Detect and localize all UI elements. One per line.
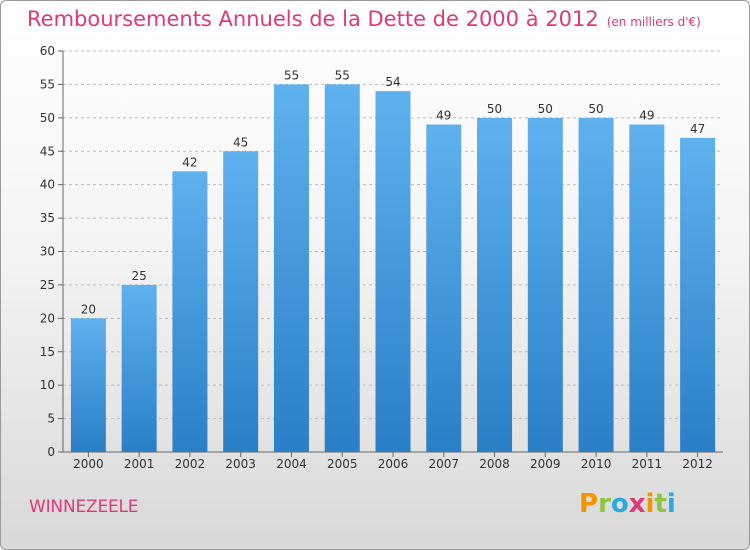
bar xyxy=(426,124,462,453)
logo-letter: i xyxy=(666,489,676,519)
logo-letter: P xyxy=(579,489,599,519)
x-tick-label: 2009 xyxy=(530,457,561,471)
bar xyxy=(477,117,513,452)
y-tick-label: 10 xyxy=(40,378,55,392)
chart-title-text: Remboursements Annuels de la Dette de 20… xyxy=(27,7,599,31)
bar xyxy=(273,84,309,453)
y-tick-label: 40 xyxy=(40,178,55,192)
y-tick-label: 50 xyxy=(40,111,55,125)
y-tick-label: 20 xyxy=(40,311,55,325)
bar xyxy=(375,91,411,452)
chart-subtitle: (en milliers d'€) xyxy=(606,15,701,29)
y-tick-label: 30 xyxy=(40,245,55,259)
bar xyxy=(527,117,563,452)
logo-letter: r xyxy=(598,489,611,519)
data-label: 55 xyxy=(284,68,299,82)
bar xyxy=(121,284,157,452)
data-label: 50 xyxy=(538,102,553,116)
x-tick-label: 2007 xyxy=(428,457,459,471)
bar xyxy=(324,84,360,453)
x-tick-label: 2010 xyxy=(581,457,612,471)
y-tick-label: 35 xyxy=(40,211,55,225)
data-label: 50 xyxy=(487,102,502,116)
bar xyxy=(172,171,208,453)
x-tick-label: 2003 xyxy=(225,457,256,471)
logo-letter: t xyxy=(654,489,667,519)
x-tick-label: 2006 xyxy=(378,457,409,471)
x-tick-label: 2001 xyxy=(124,457,155,471)
bar xyxy=(578,117,614,452)
bar xyxy=(629,124,665,453)
x-tick-label: 2008 xyxy=(479,457,510,471)
y-tick-label: 25 xyxy=(40,278,55,292)
y-tick-label: 0 xyxy=(47,445,55,459)
bar xyxy=(223,151,259,452)
bars xyxy=(70,84,716,453)
x-tick-label: 2005 xyxy=(327,457,358,471)
y-tick-label: 55 xyxy=(40,77,55,91)
data-label: 45 xyxy=(233,135,248,149)
data-label: 55 xyxy=(335,68,350,82)
data-label: 49 xyxy=(639,109,654,123)
logo-letter: i xyxy=(645,489,655,519)
data-label: 47 xyxy=(690,122,705,136)
data-label: 49 xyxy=(436,109,451,123)
y-tick-label: 5 xyxy=(47,412,55,426)
bar xyxy=(70,318,106,452)
data-label: 50 xyxy=(588,102,603,116)
proxiti-logo: Proxiti xyxy=(579,489,676,519)
x-tick-label: 2011 xyxy=(632,457,663,471)
x-tick-label: 2002 xyxy=(175,457,206,471)
data-label: 20 xyxy=(81,302,96,316)
y-tick-label: 45 xyxy=(40,144,55,158)
data-label: 25 xyxy=(132,269,147,283)
data-label: 42 xyxy=(182,155,197,169)
chart-title: Remboursements Annuels de la Dette de 20… xyxy=(27,7,701,31)
y-tick-label: 60 xyxy=(40,44,55,58)
data-label: 54 xyxy=(385,75,400,89)
x-tick-label: 2012 xyxy=(682,457,713,471)
bar xyxy=(680,137,716,452)
logo-letter: o xyxy=(610,489,629,519)
labels: 0 5 10 15 20 25 30 35 40 45 50 55 60 20 2000 25 2001 42 20… xyxy=(40,44,713,471)
x-tick-label: 2000 xyxy=(73,457,104,471)
x-tick-label: 2004 xyxy=(276,457,307,471)
logo-letter: x xyxy=(628,489,646,519)
commune-name: WINNEZEELE xyxy=(29,497,139,517)
y-tick-label: 15 xyxy=(40,345,55,359)
